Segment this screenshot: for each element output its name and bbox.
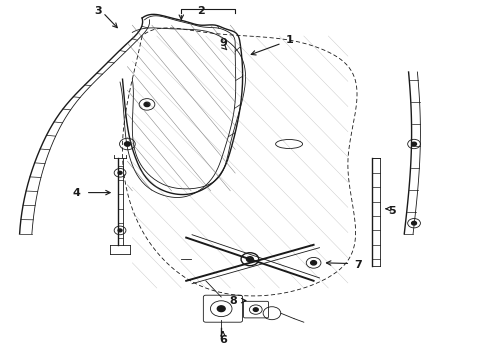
Circle shape <box>218 306 225 311</box>
Text: 9: 9 <box>219 38 227 48</box>
Circle shape <box>246 257 253 262</box>
Text: 4: 4 <box>72 188 80 198</box>
Circle shape <box>124 142 130 146</box>
Circle shape <box>311 261 317 265</box>
Text: 7: 7 <box>354 260 362 270</box>
Text: 3: 3 <box>94 6 102 16</box>
Circle shape <box>144 102 150 107</box>
Circle shape <box>412 221 416 225</box>
Circle shape <box>118 229 122 232</box>
Text: 2: 2 <box>197 6 205 16</box>
Text: 6: 6 <box>219 335 227 345</box>
Circle shape <box>412 142 416 146</box>
Text: 8: 8 <box>229 296 237 306</box>
Circle shape <box>253 308 258 311</box>
Text: 1: 1 <box>285 35 293 45</box>
Circle shape <box>118 171 122 174</box>
Text: 5: 5 <box>388 206 396 216</box>
